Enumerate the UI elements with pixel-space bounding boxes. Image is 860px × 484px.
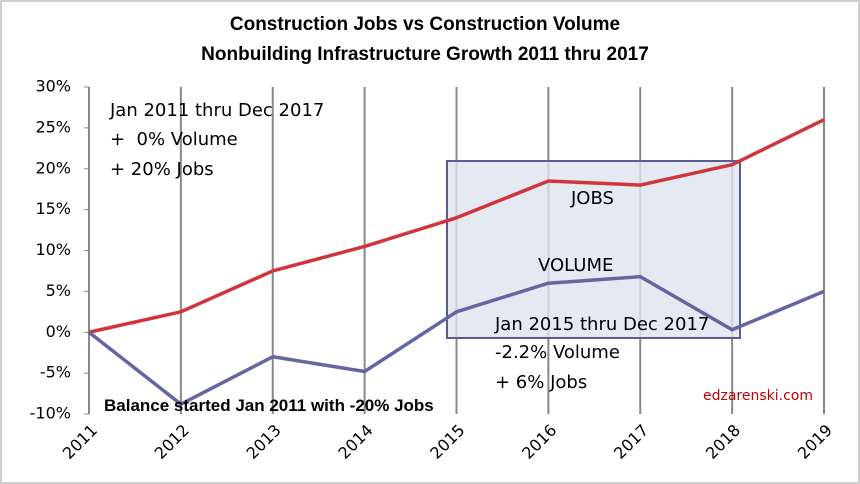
annotation: -2.2% Volume <box>495 342 620 363</box>
annotation: + 6% Jobs <box>495 372 587 393</box>
annotation: + 20% Jobs <box>110 159 214 180</box>
annotation: Balance started Jan 2011 with -20% Jobs <box>104 396 434 415</box>
annotation: Jan 2015 thru Dec 2017 <box>494 314 709 335</box>
watermark: edzarenski.com <box>703 388 813 404</box>
y-tick-label: -5% <box>40 363 71 382</box>
y-tick-label: -10% <box>30 404 71 423</box>
y-tick-label: 30% <box>35 77 71 96</box>
chart-title: Construction Jobs vs Construction Volume <box>230 14 620 35</box>
annotation: VOLUME <box>538 255 613 276</box>
annotation: + 0% Volume <box>110 129 238 150</box>
y-tick-label: 15% <box>35 199 71 218</box>
series-line <box>87 274 825 406</box>
chart-subtitle: Nonbuilding Infrastructure Growth 2011 t… <box>201 44 649 65</box>
y-tick-label: 0% <box>46 322 71 341</box>
annotation: Jan 2011 thru Dec 2017 <box>109 100 324 121</box>
y-tick-label: 20% <box>35 158 71 177</box>
highlight-box <box>446 160 741 339</box>
annotation: JOBS <box>570 188 614 209</box>
y-tick-label: 10% <box>35 240 71 259</box>
y-tick-label: 25% <box>35 117 71 136</box>
y-tick-label: 5% <box>46 281 71 300</box>
series-line <box>88 118 825 334</box>
